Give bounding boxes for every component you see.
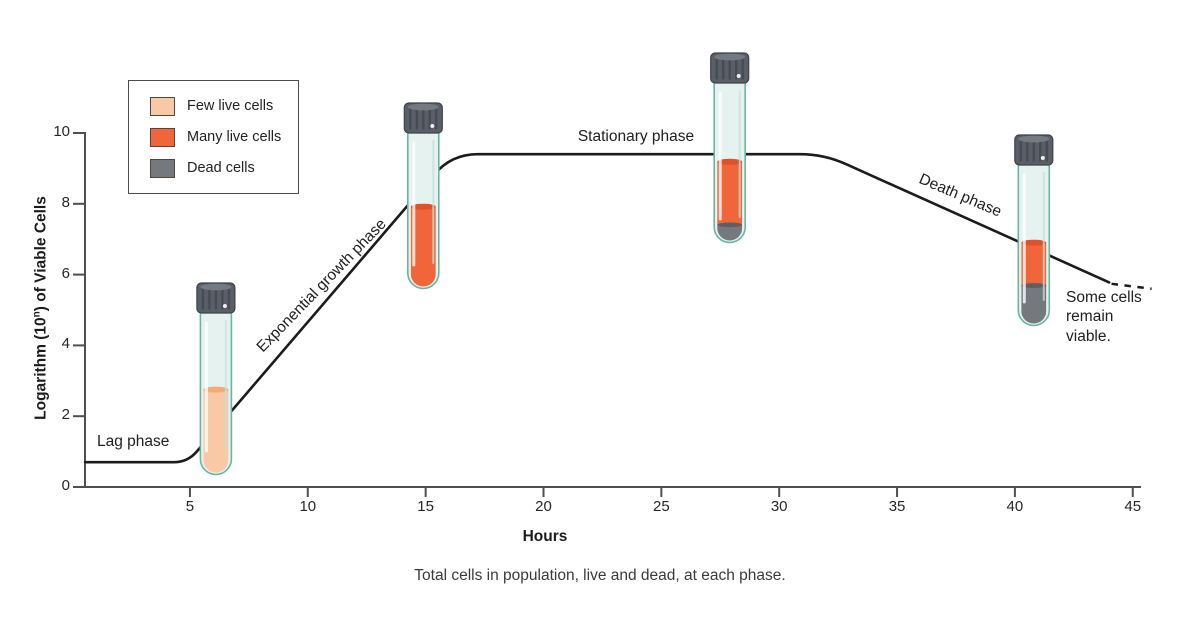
figure-caption: Total cells in population, live and dead… [414, 567, 786, 584]
y-tick-label: 8 [61, 193, 70, 211]
x-tick-label: 30 [770, 498, 788, 515]
liquid-surface [203, 386, 229, 393]
liquid-surface [1021, 283, 1047, 288]
liquid-surface [717, 222, 743, 228]
legend-swatch-few-live-cells [150, 96, 175, 116]
label-stationary-phase: Stationary phase [577, 128, 695, 145]
liquid-surface [410, 203, 436, 210]
legend-item-many-live-cells: Many live cells [129, 126, 298, 148]
x-axis-title: Hours [522, 528, 568, 545]
legend-item-few-live-cells: Few live cells [129, 95, 298, 117]
legend-label-dead-cells: Dead cells [187, 160, 255, 176]
test-tube-exponential [403, 102, 443, 290]
cap-highlight [222, 304, 227, 308]
x-tick-label: 25 [653, 498, 670, 515]
legend-swatch-dead-cells [150, 158, 175, 178]
y-tick-label: 4 [61, 335, 70, 353]
legend-label-few-live-cells: Few live cells [187, 98, 274, 114]
x-tick-label: 35 [888, 498, 906, 515]
test-tube-lag [196, 282, 236, 476]
cap-top [200, 283, 232, 291]
x-tick-label: 40 [1006, 498, 1024, 515]
x-tick-label: 10 [299, 498, 317, 515]
y-axis-title-pre: Logarithm (10 [32, 317, 50, 420]
label-lag-phase: Lag phase [97, 433, 170, 450]
cap-top [714, 53, 746, 61]
liquid-surface [1021, 239, 1047, 246]
cap-top [407, 103, 439, 111]
legend-label-many-live-cells: Many live cells [187, 129, 282, 145]
x-tick-label: 5 [185, 498, 195, 515]
legend-item-dead-cells: Dead cells [129, 157, 298, 179]
x-tick-label: 45 [1124, 498, 1142, 515]
test-tube-death [1014, 134, 1054, 327]
legend-swatch-many-live-cells [150, 127, 175, 147]
growth-curve [83, 152, 1111, 464]
y-tick-label: 0 [61, 477, 70, 494]
y-axis-title-superscript: n [31, 311, 43, 318]
x-tick-label: 15 [417, 498, 434, 515]
cap-highlight [1040, 156, 1045, 160]
y-tick-label: 2 [61, 406, 70, 424]
y-tick-label: 10 [53, 123, 70, 140]
cap-highlight [430, 124, 435, 128]
y-axis-title: Logarithm (10n) of Viable Cells [31, 196, 50, 420]
test-tube-stationary [710, 52, 750, 244]
y-tick-label: 6 [61, 264, 70, 282]
annotation-some-cells-remain-viable: Some cells remain viable. [1066, 289, 1142, 345]
cap-top [1018, 135, 1050, 143]
liquid-surface [717, 158, 743, 165]
y-axis-title-post: ) of Viable Cells [32, 196, 50, 312]
cap-highlight [736, 74, 741, 78]
x-tick-label: 20 [535, 498, 552, 515]
legend: Few live cells Many live cells Dead cell… [128, 80, 299, 194]
tube-layer-dead [717, 224, 743, 241]
